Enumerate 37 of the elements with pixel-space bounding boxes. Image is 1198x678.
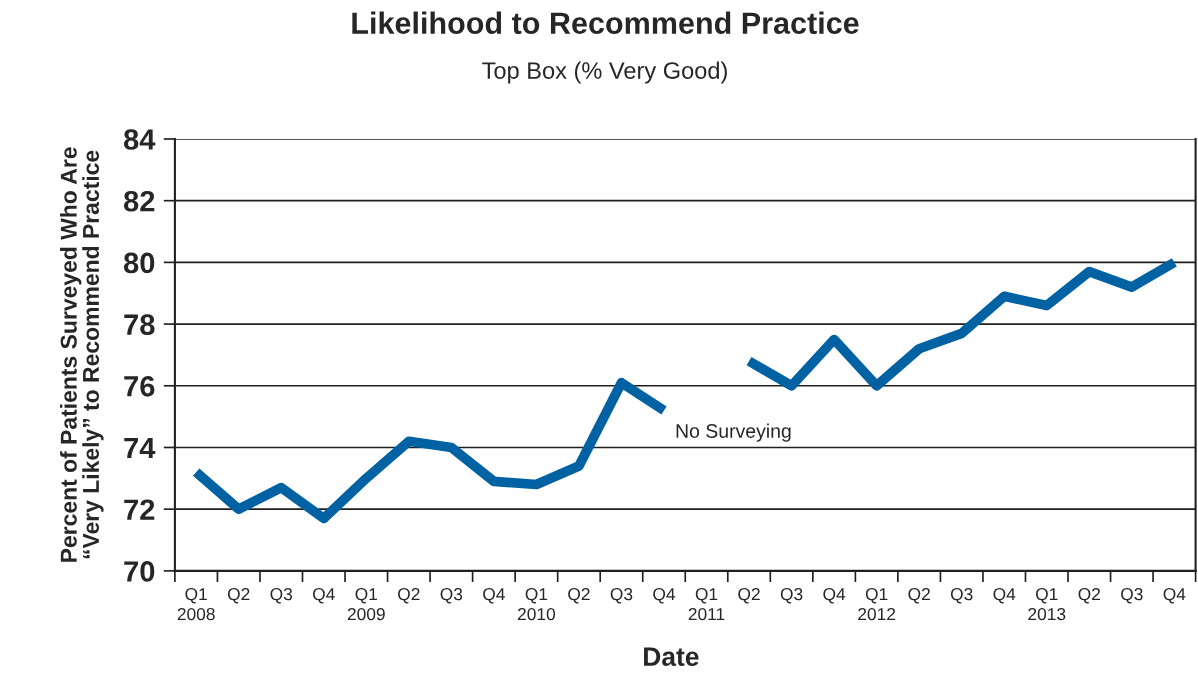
x-tick-label: Q2 (568, 588, 590, 604)
x-tick-label: Q3 (610, 588, 633, 604)
x-tick-label: Q2 (738, 588, 760, 604)
x-tick-label: Q4 (653, 588, 676, 604)
x-tick-label: Q3 (1121, 588, 1143, 604)
x-tick-label: Q1 2011 (688, 588, 725, 621)
x-tick-label: Q4 (1163, 588, 1186, 604)
x-tick-label: Q3 (780, 588, 803, 604)
y-axis-title: Percent of Patients Surveyed Who Are “Very Likely” to Recommend Practice (60, 147, 104, 562)
x-tick-label: Q4 (313, 588, 335, 604)
x-tick-label: Q4 (993, 588, 1016, 604)
x-tick-label: Q2 (227, 588, 250, 604)
x-tick-label: Q1 2013 (1028, 588, 1066, 621)
y-tick-label: 84 (123, 129, 156, 150)
chart-title: Likelihood to Recommend Practice (352, 11, 859, 34)
x-tick-label: Q3 (950, 588, 973, 604)
x-tick-label: Q2 (1078, 588, 1100, 604)
y-tick-label: 76 (124, 375, 155, 397)
y-tick-label: 78 (124, 314, 155, 335)
x-tick-label: Q2 (398, 588, 420, 604)
x-tick-label: Q3 (270, 588, 293, 604)
x-tick-label: Q1 2010 (517, 588, 556, 621)
chart-subtitle: Top Box (% Very Good) (482, 61, 727, 84)
y-tick-label: 80 (123, 252, 155, 274)
x-tick-label: Q1 2008 (177, 588, 215, 621)
y-tick-label: 72 (124, 499, 155, 520)
x-tick-label: Q4 (823, 588, 846, 604)
y-tick-label: 82 (123, 190, 155, 212)
x-tick-label: Q3 (440, 588, 463, 604)
y-tick-label: 74 (124, 437, 156, 459)
x-tick-label: Q4 (483, 588, 505, 604)
y-tick-label: 70 (124, 561, 155, 582)
x-axis-title: Date (644, 647, 699, 666)
x-tick-label: Q2 (908, 588, 930, 604)
annotation: No Surveying (676, 423, 791, 442)
x-tick-label: Q1 2009 (347, 588, 385, 621)
x-tick-label: Q1 2012 (858, 588, 896, 621)
